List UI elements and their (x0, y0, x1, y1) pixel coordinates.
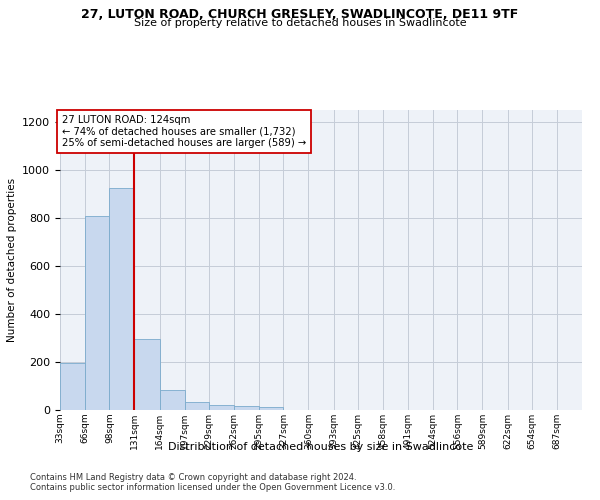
Bar (60, 363, 85, 410)
Y-axis label: Number of detached properties: Number of detached properties (7, 178, 17, 342)
Bar (109, 188, 134, 410)
Text: Contains public sector information licensed under the Open Government Licence v3: Contains public sector information licen… (30, 482, 395, 492)
Bar (209, 405, 234, 410)
Bar (185, 402, 209, 410)
Text: Size of property relative to detached houses in Swadlincote: Size of property relative to detached ho… (134, 18, 466, 28)
Bar (85, 216, 109, 410)
Text: 27 LUTON ROAD: 124sqm
← 74% of detached houses are smaller (1,732)
25% of semi-d: 27 LUTON ROAD: 124sqm ← 74% of detached … (62, 115, 306, 148)
Bar (234, 406, 259, 410)
Bar (160, 390, 185, 410)
Text: Distribution of detached houses by size in Swadlincote: Distribution of detached houses by size … (169, 442, 473, 452)
Text: Contains HM Land Registry data © Crown copyright and database right 2024.: Contains HM Land Registry data © Crown c… (30, 472, 356, 482)
Bar (134, 339, 160, 410)
Bar (259, 407, 283, 410)
Text: 27, LUTON ROAD, CHURCH GRESLEY, SWADLINCOTE, DE11 9TF: 27, LUTON ROAD, CHURCH GRESLEY, SWADLINC… (82, 8, 518, 20)
